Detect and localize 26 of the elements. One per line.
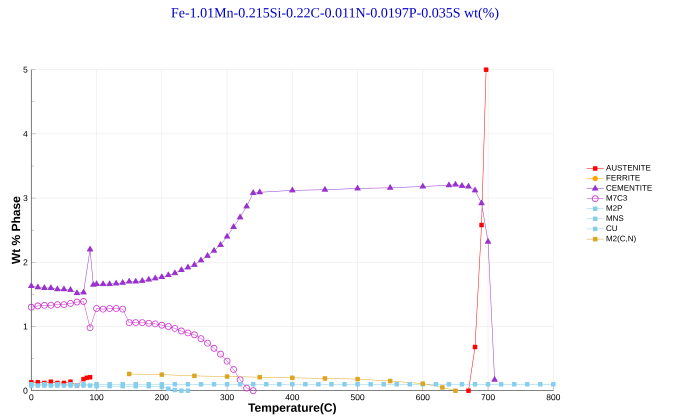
x-tick-label: 0 [29,394,34,400]
legend-label: FERRITE [606,175,640,181]
legend-label: CU [606,225,617,232]
x-tick-label: 300 [220,394,234,400]
x-axis-title: Temperature(C) [248,403,336,414]
x-tick-label: 800 [546,394,560,400]
chart-title: Fe-1.01Mn-0.215Si-0.22C-0.011N-0.0197P-0.035S wt(%) [171,8,498,20]
legend-label: MNS [606,215,624,221]
legend-label: AUSTENITE [606,164,651,171]
y-tick-label: 3 [23,195,28,202]
y-axis-title: Wt % Phase [11,196,20,264]
y-tick-label: 4 [23,130,28,137]
x-tick-label: 500 [350,394,364,400]
x-tick-label: 600 [416,394,430,400]
x-tick-label: 200 [155,394,169,400]
y-tick-label: 5 [23,66,28,73]
legend-label: CEMENTITE [606,185,652,191]
x-tick-label: 700 [481,394,495,400]
legend-label: M2(C,N) [606,235,636,243]
y-tick-label: 1 [24,324,28,330]
x-tick-label: 100 [90,394,104,400]
x-tick-label: 400 [285,394,300,400]
legend-label: M2P [606,205,622,211]
y-tick-label: 0 [23,388,28,394]
legend-label: M7C3 [606,195,627,201]
y-tick-label: 2 [23,259,28,266]
